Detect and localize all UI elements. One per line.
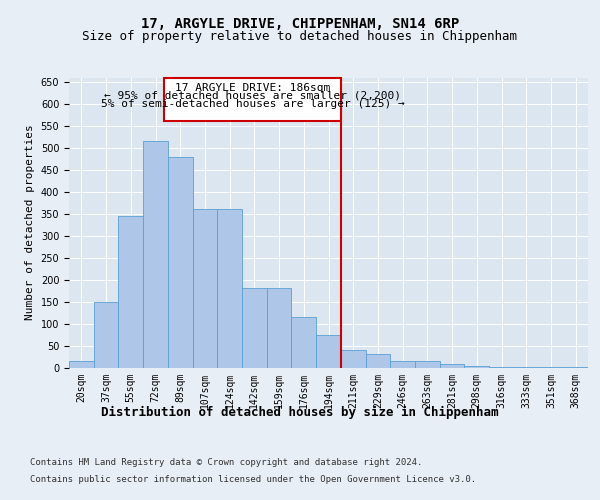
Bar [168,156,193,368]
Text: Contains HM Land Registry data © Crown copyright and database right 2024.: Contains HM Land Registry data © Crown c… [30,458,422,467]
Bar [365,354,390,368]
Bar [341,350,365,368]
Text: 5% of semi-detached houses are larger (125) →: 5% of semi-detached houses are larger (1… [101,98,404,108]
Y-axis label: Number of detached properties: Number of detached properties [25,124,35,320]
Text: Size of property relative to detached houses in Chippenham: Size of property relative to detached ho… [83,30,517,43]
Bar [143,141,168,368]
Bar [164,78,341,122]
Bar [217,210,242,368]
Bar [242,288,267,368]
Bar [267,288,292,368]
Text: 17, ARGYLE DRIVE, CHIPPENHAM, SN14 6RP: 17, ARGYLE DRIVE, CHIPPENHAM, SN14 6RP [141,18,459,32]
Text: Distribution of detached houses by size in Chippenham: Distribution of detached houses by size … [101,406,499,419]
Bar [193,210,217,368]
Bar [69,361,94,368]
Bar [316,334,341,368]
Bar [514,366,539,368]
Text: 17 ARGYLE DRIVE: 186sqm: 17 ARGYLE DRIVE: 186sqm [175,83,330,93]
Bar [292,317,316,368]
Bar [440,364,464,368]
Bar [118,216,143,368]
Bar [464,366,489,368]
Text: Contains public sector information licensed under the Open Government Licence v3: Contains public sector information licen… [30,476,476,484]
Bar [415,361,440,368]
Bar [94,302,118,368]
Text: ← 95% of detached houses are smaller (2,200): ← 95% of detached houses are smaller (2,… [104,90,401,101]
Bar [390,361,415,368]
Bar [489,366,514,368]
